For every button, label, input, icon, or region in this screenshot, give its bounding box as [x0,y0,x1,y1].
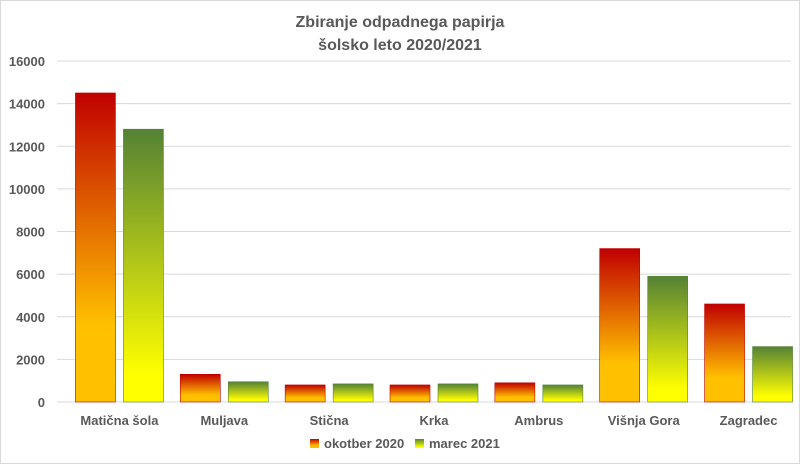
chart-title: Zbiranje odpadnega papirja [296,14,505,31]
y-tick-label: 2000 [16,352,45,367]
y-tick-label: 0 [38,395,45,410]
x-tick-label: Stična [310,413,350,428]
x-tick-label: Muljava [200,413,248,428]
bar-oktober [284,384,326,403]
y-tick-label: 8000 [16,225,45,240]
bar-oktober [494,382,536,403]
y-tick-label: 4000 [16,310,45,325]
bar-oktober [704,303,745,403]
x-tick-label: Krka [420,413,450,428]
bar-marec [542,384,584,403]
y-tick-label: 14000 [9,97,45,112]
y-tick-label: 6000 [16,267,45,282]
bar-marec [332,383,374,403]
bar-marec [437,383,479,403]
bar-oktober [599,248,641,403]
x-tick-label: Zagradec [720,413,778,428]
bar-marec [752,346,793,403]
chart-subtitle: šolsko leto 2020/2021 [318,37,482,54]
x-tick-label: Matična šola [80,413,159,428]
bar-oktober [75,92,116,403]
bar-marec [123,128,164,403]
bar-oktober [389,384,431,403]
y-tick-label: 10000 [9,182,45,197]
y-tick-label: 16000 [9,54,45,69]
x-tick-label: Višnja Gora [608,413,681,428]
bar-oktober [179,373,221,403]
legend-swatch [310,439,319,448]
x-tick-label: Ambrus [514,413,563,428]
y-tick-label: 12000 [9,139,45,154]
bar-marec [227,381,269,403]
bar-marec [647,275,689,403]
legend-swatch [415,439,424,448]
legend-label: marec 2021 [429,436,500,451]
legend-label: okotber 2020 [324,436,404,451]
